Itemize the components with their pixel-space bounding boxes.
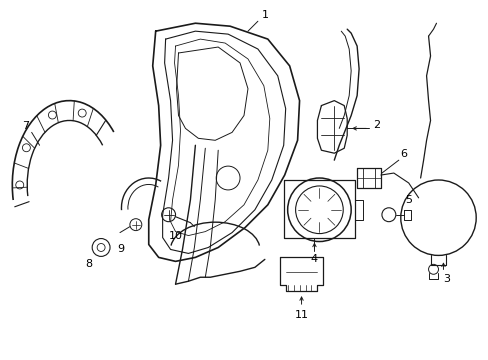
Text: 8: 8 <box>85 259 93 269</box>
Text: 1: 1 <box>261 10 268 20</box>
Text: 4: 4 <box>310 255 317 264</box>
Text: 7: 7 <box>22 121 29 131</box>
Text: 10: 10 <box>168 230 182 240</box>
Text: 5: 5 <box>405 195 411 205</box>
Text: 2: 2 <box>373 121 380 130</box>
Text: 9: 9 <box>117 244 124 255</box>
Text: 3: 3 <box>442 274 449 284</box>
Text: 6: 6 <box>400 149 407 159</box>
Text: 11: 11 <box>294 310 308 320</box>
